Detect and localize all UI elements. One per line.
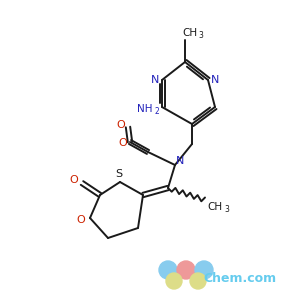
Text: O: O (70, 175, 78, 185)
Text: 3: 3 (225, 206, 230, 214)
Circle shape (177, 261, 195, 279)
Text: CH: CH (182, 28, 198, 38)
Text: N: N (211, 75, 219, 85)
Text: O: O (118, 138, 127, 148)
Text: Chem.com: Chem.com (203, 272, 277, 284)
Text: NH: NH (137, 104, 153, 114)
Circle shape (195, 261, 213, 279)
Text: 2: 2 (154, 107, 159, 116)
Circle shape (190, 273, 206, 289)
Text: O: O (76, 215, 85, 225)
Text: N: N (176, 156, 184, 166)
Text: S: S (116, 169, 123, 179)
Circle shape (159, 261, 177, 279)
Text: N: N (151, 75, 159, 85)
Text: CH: CH (207, 202, 223, 212)
Text: 3: 3 (199, 32, 203, 40)
Text: O: O (117, 120, 125, 130)
Circle shape (166, 273, 182, 289)
